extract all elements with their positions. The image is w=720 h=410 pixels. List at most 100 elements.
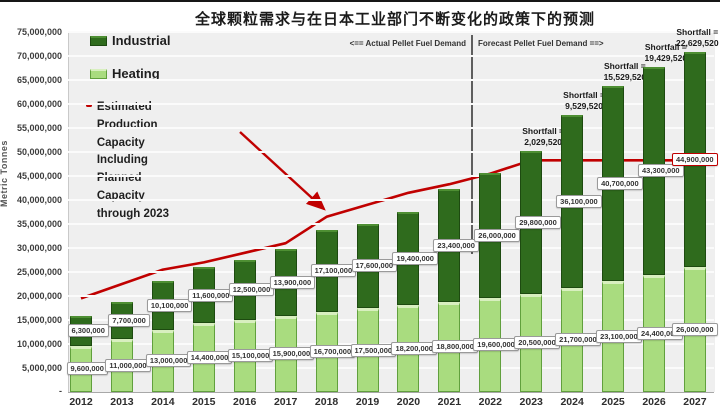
annotation-actual-demand: <== Actual Pellet Fuel Demand bbox=[349, 39, 466, 48]
legend-item-industrial: Industrial bbox=[90, 33, 171, 48]
label-heating-2013: 11,000,000 bbox=[105, 359, 151, 373]
y-tick-55000000: 55,000,000 bbox=[16, 123, 62, 133]
shortfall-label-2023: Shortfall = 2,029,520 bbox=[522, 126, 564, 148]
shortfall-prefix: Shortfall = bbox=[644, 42, 687, 53]
label-industrial-2021: 23,400,000 bbox=[433, 239, 479, 253]
label-heating-2019: 17,500,000 bbox=[350, 343, 397, 357]
label-industrial-2019: 17,600,000 bbox=[351, 259, 398, 273]
gridline bbox=[68, 319, 714, 321]
label-heating-2012: 9,600,000 bbox=[66, 362, 108, 376]
gridline bbox=[68, 199, 714, 201]
y-tick-5000000: 5,000,000 bbox=[21, 363, 62, 373]
y-tick-20000000: 20,000,000 bbox=[16, 291, 62, 301]
label-industrial-2025: 40,700,000 bbox=[597, 176, 643, 190]
label-industrial-2018: 17,100,000 bbox=[310, 264, 357, 278]
gridline bbox=[68, 151, 714, 153]
gridline bbox=[68, 31, 714, 33]
label-industrial-2012: 6,300,000 bbox=[67, 324, 109, 338]
gridline bbox=[68, 127, 714, 129]
gridline bbox=[68, 295, 714, 297]
y-tick-25000000: 25,000,000 bbox=[16, 267, 62, 277]
gridline bbox=[68, 367, 714, 369]
x-tick-2014: 2014 bbox=[151, 396, 175, 408]
label-heating-2016: 15,100,000 bbox=[227, 349, 274, 363]
shortfall-prefix: Shortfall = bbox=[603, 60, 646, 71]
x-axis-line bbox=[68, 392, 714, 393]
capacity-line-swatch-icon bbox=[86, 104, 92, 107]
legend-capacity-label: Estimated Production Capacity Including … bbox=[96, 101, 170, 220]
y-tick-50000000: 50,000,000 bbox=[16, 147, 62, 157]
y-tick-10000000: 10,000,000 bbox=[16, 339, 62, 349]
industrial-swatch-icon bbox=[90, 35, 107, 46]
shortfall-label-2027: Shortfall = 22,629,520 bbox=[676, 27, 719, 49]
gridline bbox=[68, 79, 714, 81]
y-tick-30000000: 30,000,000 bbox=[16, 243, 62, 253]
x-tick-2027: 2027 bbox=[683, 396, 707, 408]
annotation-forecast-demand: Forecast Pellet Fuel Demand ==> bbox=[478, 39, 604, 48]
x-tick-2019: 2019 bbox=[355, 396, 380, 408]
label-industrial-2017: 13,900,000 bbox=[269, 275, 316, 289]
shortfall-prefix: Shortfall = bbox=[563, 89, 605, 100]
y-tick-65000000: 65,000,000 bbox=[16, 75, 62, 85]
label-heating-2024: 21,700,000 bbox=[555, 333, 601, 347]
label-industrial-2027: 44,900,000 bbox=[672, 152, 718, 166]
x-tick-2026: 2026 bbox=[642, 396, 666, 408]
x-tick-2020: 2020 bbox=[396, 396, 421, 408]
y-tick-70000000: 70,000,000 bbox=[16, 51, 62, 61]
x-tick-2018: 2018 bbox=[314, 396, 339, 408]
gridline bbox=[68, 223, 714, 225]
label-heating-2023: 20,500,000 bbox=[514, 336, 560, 350]
label-heating-2025: 23,100,000 bbox=[596, 330, 642, 344]
x-tick-2016: 2016 bbox=[233, 396, 257, 408]
x-tick-2024: 2024 bbox=[560, 396, 584, 408]
label-industrial-2014: 10,100,000 bbox=[146, 298, 193, 312]
x-tick-2021: 2021 bbox=[437, 396, 462, 408]
y-tick-zero: - bbox=[59, 386, 62, 396]
x-tick-2022: 2022 bbox=[478, 396, 502, 408]
legend-item-capacity: Estimated Production Capacity Including … bbox=[86, 99, 173, 224]
x-tick-2017: 2017 bbox=[273, 396, 298, 408]
x-tick-2012: 2012 bbox=[69, 396, 93, 408]
label-heating-2014: 13,000,000 bbox=[145, 354, 192, 368]
shortfall-prefix: Shortfall = bbox=[522, 125, 565, 136]
shortfall-value: 2,029,520 bbox=[524, 136, 563, 147]
label-heating-2021: 18,800,000 bbox=[432, 340, 478, 354]
y-tick-15000000: 15,000,000 bbox=[16, 315, 62, 325]
x-tick-2015: 2015 bbox=[192, 396, 216, 408]
label-heating-2017: 15,900,000 bbox=[268, 347, 315, 361]
x-tick-2013: 2013 bbox=[110, 396, 134, 408]
shortfall-label-2024: Shortfall = 9,529,520 bbox=[563, 90, 605, 112]
x-tick-2025: 2025 bbox=[601, 396, 625, 408]
y-tick-75000000: 75,000,000 bbox=[16, 27, 62, 37]
legend-heating-label: Heating bbox=[112, 66, 160, 81]
x-tick-2023: 2023 bbox=[519, 396, 543, 408]
label-industrial-2023: 29,800,000 bbox=[515, 215, 561, 229]
shortfall-value: 19,429,520 bbox=[644, 53, 688, 64]
legend-industrial-label: Industrial bbox=[112, 33, 171, 48]
gridline bbox=[68, 103, 714, 105]
label-heating-2020: 18,200,000 bbox=[391, 341, 437, 355]
y-tick-60000000: 60,000,000 bbox=[16, 99, 62, 109]
gridline bbox=[68, 247, 714, 249]
label-heating-2022: 19,600,000 bbox=[473, 338, 519, 352]
shortfall-value: 9,529,520 bbox=[565, 100, 603, 111]
label-industrial-2022: 26,000,000 bbox=[474, 229, 520, 243]
legend-item-heating: Heating bbox=[90, 66, 160, 81]
label-heating-2027: 26,000,000 bbox=[672, 323, 718, 337]
gridline bbox=[68, 55, 714, 57]
shortfall-value: 22,629,520 bbox=[676, 37, 719, 48]
label-industrial-2016: 12,500,000 bbox=[228, 283, 275, 297]
heating-swatch-icon bbox=[90, 68, 107, 79]
y-tick-45000000: 45,000,000 bbox=[16, 171, 62, 181]
label-heating-2018: 16,700,000 bbox=[309, 345, 356, 359]
shortfall-prefix: Shortfall = bbox=[676, 26, 719, 37]
label-industrial-2024: 36,100,000 bbox=[556, 194, 602, 208]
gridline bbox=[68, 175, 714, 177]
chart-title: 全球颗粒需求与在日本工业部门不断变化的政策下的预测 bbox=[194, 10, 595, 28]
label-industrial-2015: 11,600,000 bbox=[188, 288, 234, 302]
shortfall-label-2025: Shortfall = 15,529,520 bbox=[604, 61, 647, 83]
shortfall-value: 15,529,520 bbox=[603, 71, 647, 82]
label-industrial-2020: 19,400,000 bbox=[392, 251, 438, 265]
label-industrial-2013: 7,700,000 bbox=[108, 314, 150, 328]
